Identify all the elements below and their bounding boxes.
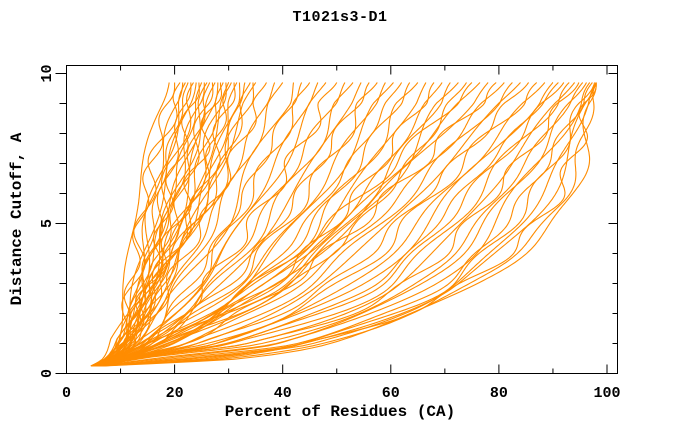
x-tick-label: 80 xyxy=(490,385,508,402)
model-curve xyxy=(100,82,570,367)
model-curve xyxy=(93,82,386,367)
model-curve xyxy=(92,82,223,367)
model-curve xyxy=(99,82,596,367)
model-curve xyxy=(97,82,597,367)
model-curve xyxy=(98,82,489,367)
x-tick-label: 60 xyxy=(382,385,400,402)
chart-title: T1021s3-D1 xyxy=(292,9,388,26)
model-curve xyxy=(93,82,521,367)
model-curve xyxy=(96,82,338,367)
model-curve xyxy=(94,82,362,367)
model-curve xyxy=(92,82,181,367)
model-curve xyxy=(93,82,176,367)
model-curve xyxy=(93,82,481,367)
model-curve xyxy=(100,81,554,367)
model-curve xyxy=(98,82,587,367)
model-curve xyxy=(93,82,346,367)
model-curve xyxy=(91,82,327,367)
model-curve xyxy=(103,82,597,367)
y-tick-label: 0 xyxy=(39,369,56,378)
model-curve xyxy=(94,82,219,367)
model-curve xyxy=(95,82,214,367)
model-curve xyxy=(94,82,255,367)
model-curve xyxy=(90,82,170,367)
model-curve xyxy=(97,82,354,367)
model-curve xyxy=(91,82,186,367)
x-axis-label: Percent of Residues (CA) xyxy=(224,403,456,421)
x-tick-label: 100 xyxy=(593,385,620,402)
x-tick-label: 40 xyxy=(274,385,292,402)
model-curve xyxy=(101,82,584,367)
model-curve xyxy=(93,82,211,367)
model-curve xyxy=(96,82,513,367)
model-curve xyxy=(97,82,232,367)
y-tick-label: 10 xyxy=(39,64,56,82)
model-curve xyxy=(99,82,505,367)
model-curve xyxy=(93,82,257,367)
model-curve xyxy=(98,82,576,367)
model-curve xyxy=(93,81,230,367)
model-curve xyxy=(96,82,591,367)
model-curve xyxy=(96,82,473,367)
model-curve xyxy=(96,82,597,367)
y-tick-label: 5 xyxy=(39,219,56,228)
x-tick-label: 20 xyxy=(166,385,184,402)
model-curve xyxy=(102,82,593,367)
model-curve xyxy=(95,82,580,367)
model-curve xyxy=(92,82,370,367)
model-curve xyxy=(92,82,236,367)
model-curve xyxy=(95,82,497,367)
model-curve xyxy=(91,82,227,367)
model-curve xyxy=(96,82,205,367)
model-curve xyxy=(92,82,276,367)
model-curve xyxy=(97,82,559,367)
model-curve xyxy=(95,82,267,367)
model-curve xyxy=(94,82,565,367)
model-curve xyxy=(94,82,546,367)
model-curve xyxy=(93,82,451,367)
x-tick-label: 0 xyxy=(62,385,71,402)
